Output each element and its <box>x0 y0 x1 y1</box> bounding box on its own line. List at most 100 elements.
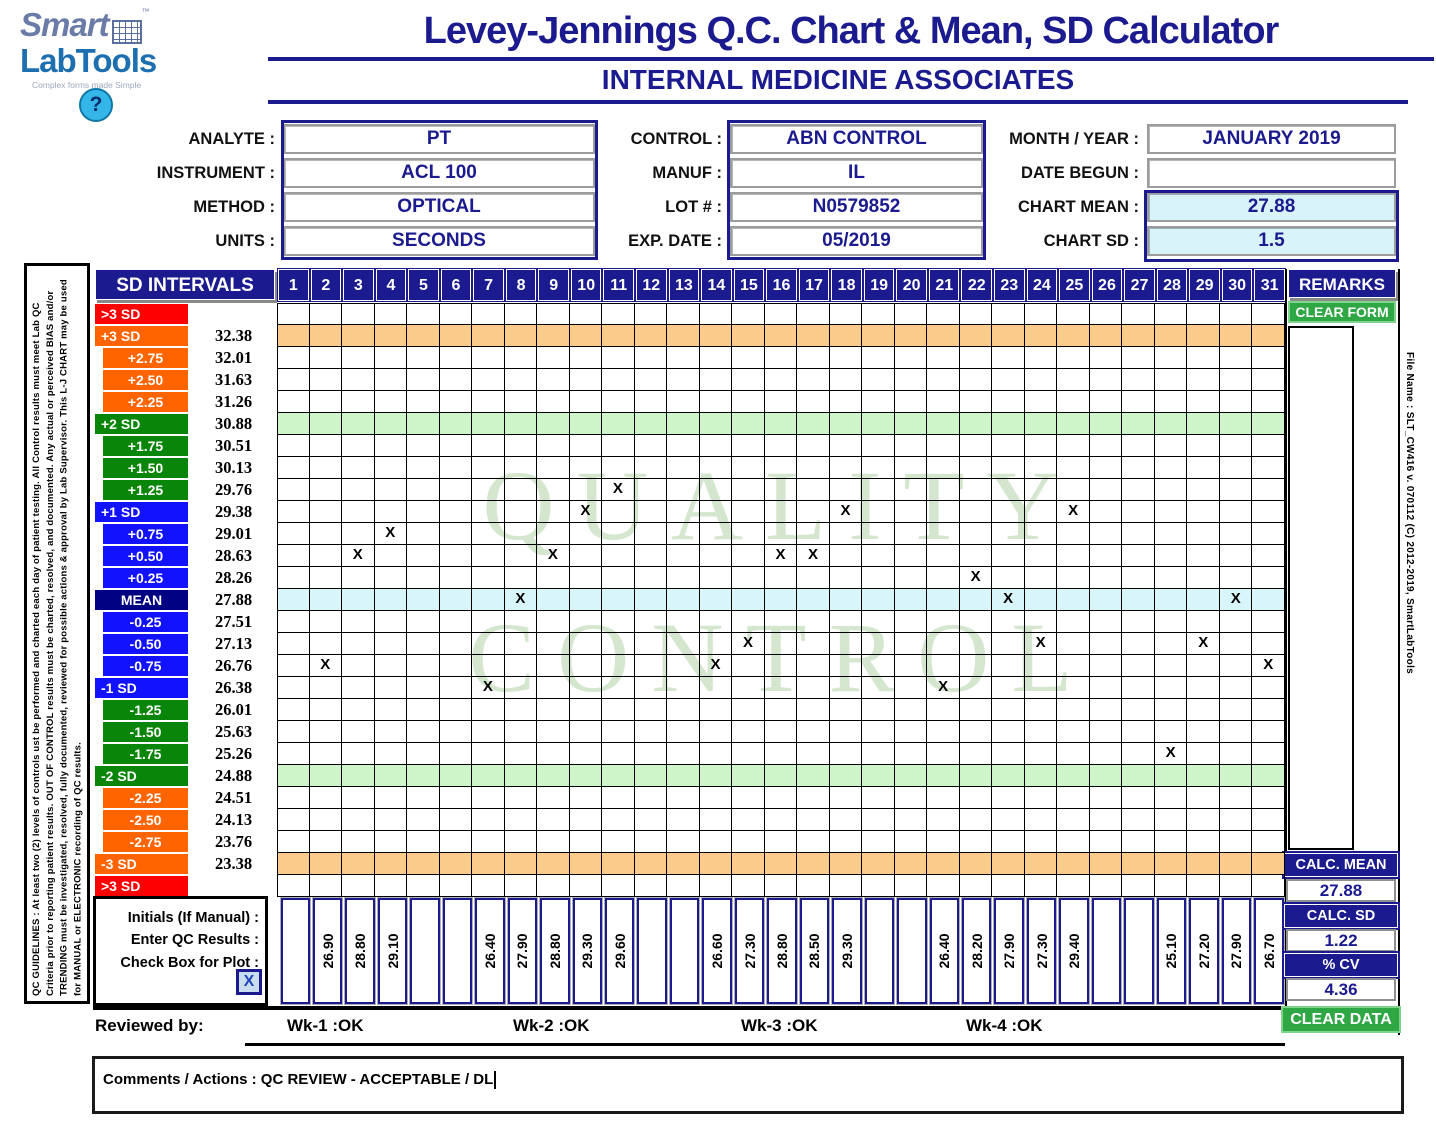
grid-cell[interactable] <box>797 655 830 677</box>
grid-cell[interactable] <box>862 567 895 589</box>
grid-cell[interactable] <box>927 589 960 611</box>
grid-cell[interactable] <box>667 721 700 743</box>
grid-cell[interactable] <box>992 325 1025 347</box>
grid-cell[interactable] <box>634 611 668 633</box>
grid-cell[interactable] <box>439 787 473 809</box>
grid-cell[interactable] <box>634 413 668 435</box>
grid-cell[interactable] <box>797 567 830 589</box>
grid-cell[interactable] <box>764 457 798 479</box>
grid-cell[interactable] <box>732 523 765 545</box>
grid-cell[interactable] <box>829 457 863 479</box>
grid-cell[interactable] <box>1057 325 1090 347</box>
grid-cell[interactable] <box>472 479 505 501</box>
grid-cell[interactable] <box>634 699 668 721</box>
grid-cell[interactable] <box>342 831 375 853</box>
grid-cell[interactable] <box>439 699 473 721</box>
grid-cell[interactable] <box>504 875 538 897</box>
grid-cell[interactable] <box>764 655 798 677</box>
grid-cell[interactable] <box>1154 633 1188 655</box>
grid-cell[interactable] <box>309 743 343 765</box>
grid-cell[interactable] <box>992 545 1025 567</box>
grid-cell[interactable] <box>1024 853 1058 875</box>
grid-cell[interactable] <box>959 413 993 435</box>
grid-cell[interactable] <box>407 743 440 765</box>
grid-cell[interactable] <box>1252 809 1285 831</box>
grid-cell[interactable] <box>439 611 473 633</box>
grid-cell[interactable] <box>569 875 603 897</box>
grid-cell[interactable] <box>537 831 570 853</box>
grid-cell[interactable] <box>862 633 895 655</box>
grid-cell[interactable] <box>992 479 1025 501</box>
grid-cell[interactable] <box>1252 325 1285 347</box>
grid-cell[interactable] <box>992 501 1025 523</box>
grid-cell[interactable] <box>374 721 408 743</box>
grid-cell[interactable] <box>537 325 570 347</box>
grid-cell[interactable] <box>439 765 473 787</box>
grid-cell[interactable] <box>1219 787 1253 809</box>
grid-cell[interactable] <box>374 765 408 787</box>
grid-cell[interactable] <box>342 567 375 589</box>
grid-cell[interactable] <box>277 567 310 589</box>
grid-cell[interactable] <box>634 677 668 699</box>
grid-cell[interactable] <box>1024 699 1058 721</box>
grid-cell[interactable] <box>667 501 700 523</box>
grid-cell[interactable] <box>667 303 700 325</box>
grid-cell[interactable] <box>407 655 440 677</box>
grid-cell[interactable] <box>1252 765 1285 787</box>
grid-cell[interactable] <box>959 699 993 721</box>
grid-cell[interactable] <box>439 721 473 743</box>
grid-cell[interactable] <box>894 589 928 611</box>
grid-cell[interactable] <box>1057 347 1090 369</box>
grid-cell[interactable] <box>277 523 310 545</box>
grid-cell[interactable] <box>732 853 765 875</box>
grid-cell[interactable] <box>1219 721 1253 743</box>
grid-cell[interactable] <box>277 545 310 567</box>
grid-cell[interactable] <box>829 347 863 369</box>
grid-cell[interactable] <box>602 743 635 765</box>
grid-cell[interactable] <box>407 457 440 479</box>
grid-cell[interactable] <box>1219 479 1253 501</box>
grid-cell[interactable] <box>634 325 668 347</box>
grid-cell[interactable] <box>1187 567 1220 589</box>
grid-cell[interactable] <box>667 545 700 567</box>
grid-cell[interactable] <box>764 391 798 413</box>
grid-cell[interactable] <box>504 347 538 369</box>
grid-cell[interactable] <box>829 765 863 787</box>
grid-cell[interactable] <box>374 369 408 391</box>
grid-cell[interactable] <box>1154 787 1188 809</box>
grid-cell[interactable] <box>1187 347 1220 369</box>
grid-cell[interactable] <box>439 743 473 765</box>
form-field-value[interactable] <box>1147 158 1396 188</box>
grid-cell[interactable] <box>959 633 993 655</box>
grid-cell[interactable] <box>829 523 863 545</box>
grid-cell[interactable] <box>667 611 700 633</box>
grid-cell[interactable] <box>862 875 895 897</box>
grid-cell[interactable] <box>894 765 928 787</box>
grid-cell[interactable] <box>732 743 765 765</box>
grid-cell[interactable] <box>992 633 1025 655</box>
grid-cell[interactable] <box>504 721 538 743</box>
grid-cell[interactable] <box>602 633 635 655</box>
grid-cell[interactable] <box>602 611 635 633</box>
form-field-value[interactable]: 27.88 <box>1147 192 1396 222</box>
grid-cell[interactable] <box>1252 853 1285 875</box>
grid-cell[interactable] <box>472 831 505 853</box>
grid-cell[interactable] <box>667 875 700 897</box>
grid-cell[interactable] <box>1057 721 1090 743</box>
plotted-point[interactable]: X <box>1057 501 1090 523</box>
grid-cell[interactable] <box>569 347 603 369</box>
grid-cell[interactable] <box>1089 699 1123 721</box>
grid-cell[interactable] <box>797 743 830 765</box>
grid-cell[interactable] <box>374 325 408 347</box>
grid-cell[interactable] <box>927 633 960 655</box>
grid-cell[interactable] <box>1122 325 1155 347</box>
grid-cell[interactable] <box>569 853 603 875</box>
plotted-point[interactable]: X <box>732 633 765 655</box>
grid-cell[interactable] <box>1252 479 1285 501</box>
grid-cell[interactable] <box>569 765 603 787</box>
grid-cell[interactable] <box>1219 523 1253 545</box>
grid-cell[interactable] <box>829 589 863 611</box>
grid-cell[interactable] <box>569 435 603 457</box>
grid-cell[interactable] <box>634 765 668 787</box>
grid-cell[interactable] <box>537 765 570 787</box>
